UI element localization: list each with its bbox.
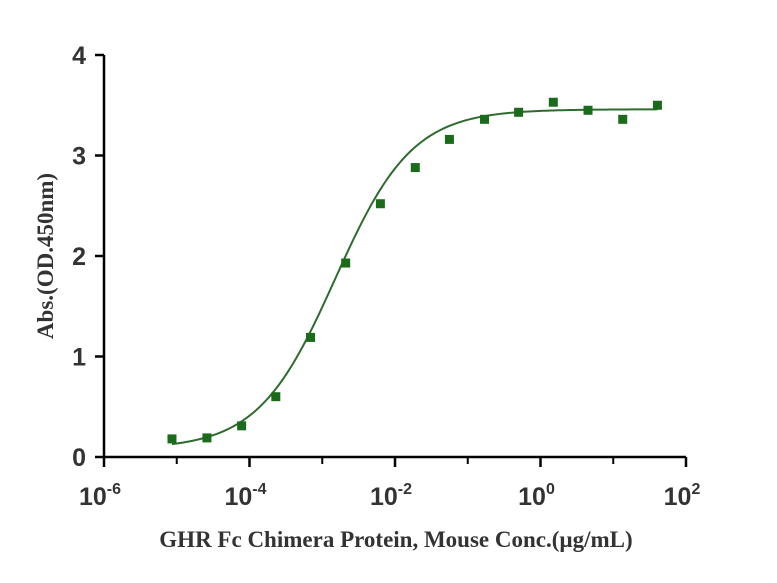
data-point: [237, 421, 247, 431]
y-tick-label: 2: [72, 243, 86, 271]
data-point: [652, 100, 662, 110]
x-tick-exponent: -6: [107, 481, 121, 498]
axes: [102, 55, 686, 459]
data-point: [271, 392, 281, 402]
fit-curve: [171, 108, 658, 446]
y-tick-label: 3: [72, 143, 86, 171]
data-point: [202, 433, 212, 443]
x-tick-exponent: -2: [398, 481, 412, 498]
x-ticks: 10-6 10-4 10-2 100 102: [79, 457, 700, 511]
x-tick-base: 10: [518, 483, 546, 511]
data-points: [167, 97, 662, 444]
x-tick-label: 100: [518, 481, 555, 511]
data-point: [514, 107, 524, 117]
data-point: [583, 105, 593, 115]
y-tick-label: 1: [72, 344, 86, 372]
x-axis-label: GHR Fc Chimera Protein, Mouse Conc.(µg/m…: [159, 527, 632, 552]
data-point: [375, 199, 385, 209]
data-point: [410, 163, 420, 173]
data-point: [167, 434, 177, 444]
y-tick-label: 4: [72, 42, 86, 70]
y-ticks: 0 1 2 3 4: [72, 42, 104, 472]
x-tick-base: 10: [79, 483, 107, 511]
x-tick-exponent: -4: [252, 481, 266, 498]
data-point: [341, 258, 351, 268]
x-tick-base: 10: [370, 483, 398, 511]
data-point: [444, 134, 454, 144]
x-tick-exponent: 2: [691, 481, 700, 498]
x-tick-base: 10: [224, 483, 252, 511]
x-tick-exponent: 0: [546, 481, 555, 498]
data-point: [548, 97, 558, 107]
y-axis-label: Abs.(OD.450nm): [33, 173, 58, 339]
x-tick-base: 10: [664, 483, 692, 511]
x-tick-label: 10-2: [370, 481, 412, 511]
data-point: [306, 332, 316, 342]
x-tick-label: 10-4: [224, 481, 266, 511]
y-tick-label: 0: [72, 444, 86, 472]
data-point: [480, 114, 490, 124]
data-point: [618, 114, 628, 124]
x-tick-label: 10-6: [79, 481, 121, 511]
x-tick-label: 102: [664, 481, 701, 511]
